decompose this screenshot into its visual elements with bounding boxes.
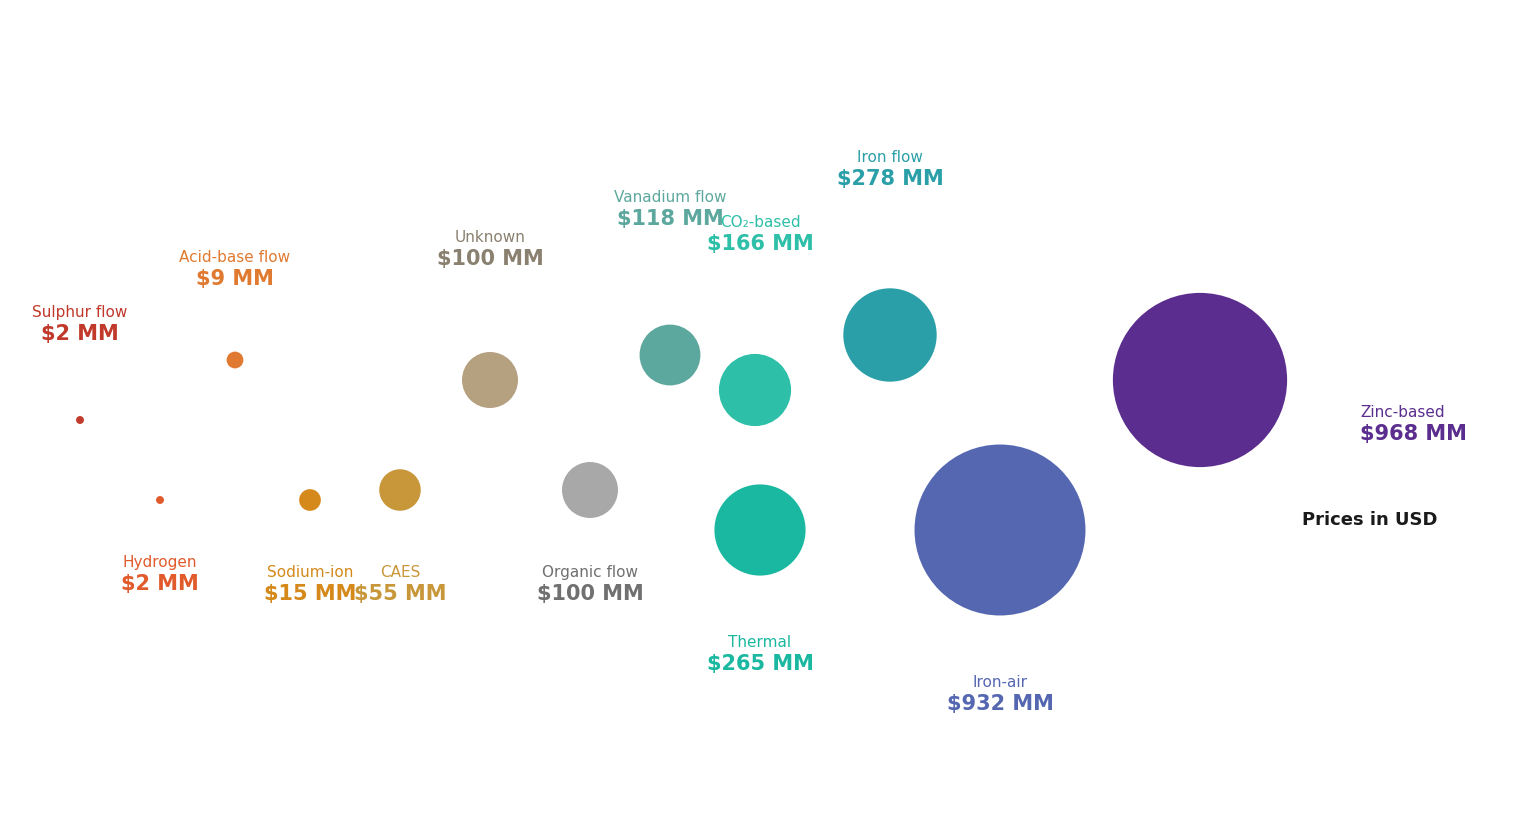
Circle shape xyxy=(300,489,321,511)
Text: Hydrogen: Hydrogen xyxy=(123,554,197,570)
Circle shape xyxy=(562,462,617,518)
Text: Thermal: Thermal xyxy=(728,635,791,649)
Text: $265 MM: $265 MM xyxy=(707,654,814,674)
Circle shape xyxy=(227,351,243,369)
Text: Prices in USD: Prices in USD xyxy=(1303,511,1438,529)
Text: Organic flow: Organic flow xyxy=(542,565,637,580)
Circle shape xyxy=(639,324,700,385)
Text: $55 MM: $55 MM xyxy=(353,584,447,604)
Circle shape xyxy=(843,288,937,382)
Text: $100 MM: $100 MM xyxy=(436,249,544,269)
Text: Zinc-based: Zinc-based xyxy=(1359,405,1445,420)
Text: Vanadium flow: Vanadium flow xyxy=(614,190,727,204)
Circle shape xyxy=(462,352,518,408)
Text: Unknown: Unknown xyxy=(455,230,525,245)
Text: $278 MM: $278 MM xyxy=(837,169,943,189)
Text: Sodium-ion: Sodium-ion xyxy=(267,565,353,580)
Text: $166 MM: $166 MM xyxy=(707,234,814,254)
Text: Iron-air: Iron-air xyxy=(972,675,1028,690)
Text: Acid-base flow: Acid-base flow xyxy=(180,250,290,264)
Circle shape xyxy=(714,484,805,576)
Text: $2 MM: $2 MM xyxy=(41,324,118,344)
Circle shape xyxy=(1114,293,1287,467)
Circle shape xyxy=(77,416,84,424)
Text: CO₂-based: CO₂-based xyxy=(720,214,800,230)
Text: Sulphur flow: Sulphur flow xyxy=(32,305,127,319)
Text: $932 MM: $932 MM xyxy=(946,694,1054,714)
Text: $118 MM: $118 MM xyxy=(616,209,723,229)
Circle shape xyxy=(157,496,164,504)
Circle shape xyxy=(379,470,421,511)
Text: $2 MM: $2 MM xyxy=(121,574,198,594)
Text: $968 MM: $968 MM xyxy=(1359,424,1467,444)
Text: $9 MM: $9 MM xyxy=(197,269,273,289)
Circle shape xyxy=(719,354,791,426)
Text: Iron flow: Iron flow xyxy=(857,149,923,164)
Circle shape xyxy=(914,444,1086,616)
Text: $15 MM: $15 MM xyxy=(264,584,356,604)
Text: CAES: CAES xyxy=(379,565,421,580)
Text: $100 MM: $100 MM xyxy=(536,584,644,604)
